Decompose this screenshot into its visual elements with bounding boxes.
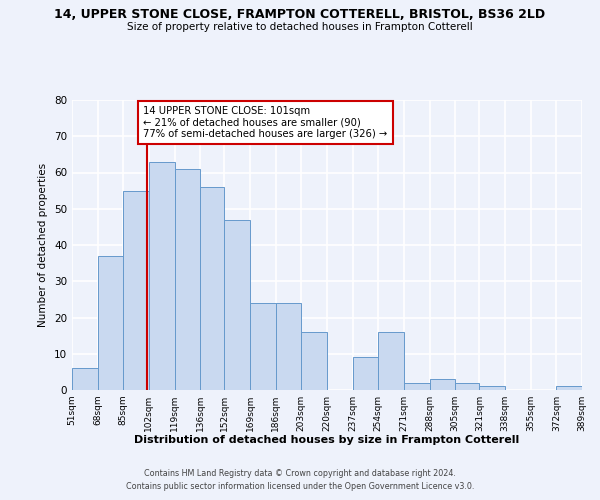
Bar — [455, 383, 479, 390]
Bar — [200, 187, 224, 390]
Bar — [430, 379, 455, 390]
Text: Size of property relative to detached houses in Frampton Cotterell: Size of property relative to detached ho… — [127, 22, 473, 32]
Y-axis label: Number of detached properties: Number of detached properties — [38, 163, 49, 327]
Text: Contains public sector information licensed under the Open Government Licence v3: Contains public sector information licen… — [126, 482, 474, 491]
Bar — [98, 256, 124, 390]
Bar — [556, 386, 582, 390]
Text: Contains HM Land Registry data © Crown copyright and database right 2024.: Contains HM Land Registry data © Crown c… — [144, 468, 456, 477]
Bar — [479, 386, 505, 390]
Bar — [379, 332, 404, 390]
Text: 14 UPPER STONE CLOSE: 101sqm
← 21% of detached houses are smaller (90)
77% of se: 14 UPPER STONE CLOSE: 101sqm ← 21% of de… — [143, 106, 388, 139]
Bar — [301, 332, 327, 390]
Bar — [224, 220, 250, 390]
Bar — [124, 190, 149, 390]
Bar — [275, 303, 301, 390]
Bar — [353, 358, 379, 390]
Bar — [149, 162, 175, 390]
Text: Distribution of detached houses by size in Frampton Cotterell: Distribution of detached houses by size … — [134, 435, 520, 445]
Bar — [72, 368, 98, 390]
Bar — [175, 169, 200, 390]
Bar — [250, 303, 275, 390]
Bar — [404, 383, 430, 390]
Text: 14, UPPER STONE CLOSE, FRAMPTON COTTERELL, BRISTOL, BS36 2LD: 14, UPPER STONE CLOSE, FRAMPTON COTTEREL… — [55, 8, 545, 20]
